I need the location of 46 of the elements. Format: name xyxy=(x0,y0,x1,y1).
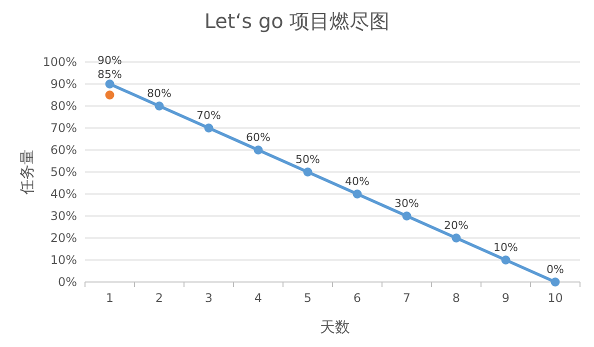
x-tick-label: 8 xyxy=(452,291,460,305)
y-tick-label: 100% xyxy=(42,55,77,69)
data-label: 10% xyxy=(494,241,518,254)
data-label: 50% xyxy=(296,153,320,166)
y-tick-label: 30% xyxy=(50,209,77,223)
y-tick-label: 0% xyxy=(58,275,77,289)
point xyxy=(204,124,214,132)
x-tick-label: 7 xyxy=(402,291,411,305)
point xyxy=(501,256,510,264)
y-tick-label: 50% xyxy=(50,165,77,179)
data-label: 70% xyxy=(196,109,221,122)
data-label: 85% xyxy=(98,68,122,81)
x-axis-title: 天数 xyxy=(320,318,350,336)
y-tick-label: 40% xyxy=(50,187,77,201)
data-label: 0% xyxy=(546,263,564,276)
point xyxy=(352,190,362,198)
data-label: 30% xyxy=(394,197,419,210)
x-tick-label: 4 xyxy=(254,291,262,305)
data-label: 60% xyxy=(246,131,270,144)
x-tick-label: 6 xyxy=(353,291,362,305)
point xyxy=(105,90,114,100)
data-label: 80% xyxy=(147,87,172,100)
point xyxy=(303,168,312,176)
point xyxy=(452,234,461,242)
x-tick-label: 9 xyxy=(502,291,510,305)
y-tick-label: 20% xyxy=(50,231,77,245)
x-tick-label: 5 xyxy=(304,291,312,305)
point xyxy=(402,212,412,220)
y-axis-title: 任务量 xyxy=(18,150,36,196)
x-tick-label: 10 xyxy=(548,291,563,305)
point xyxy=(105,80,114,88)
y-tick-label: 90% xyxy=(50,77,77,91)
data-label: 40% xyxy=(345,175,370,188)
x-tick-label: 1 xyxy=(106,291,114,305)
x-tick-label: 2 xyxy=(155,291,164,305)
point xyxy=(254,146,263,154)
y-tick-label: 60% xyxy=(50,143,77,157)
data-label: 20% xyxy=(444,219,468,232)
point xyxy=(550,278,560,286)
y-tick-label: 80% xyxy=(50,99,77,113)
point xyxy=(154,102,164,110)
x-tick-label: 3 xyxy=(204,291,213,305)
chart-title: Let‘s go 项目燃尽图 xyxy=(204,9,390,33)
data-label: 90% xyxy=(98,54,122,67)
y-tick-label: 10% xyxy=(50,253,77,267)
y-tick-label: 70% xyxy=(50,121,77,135)
